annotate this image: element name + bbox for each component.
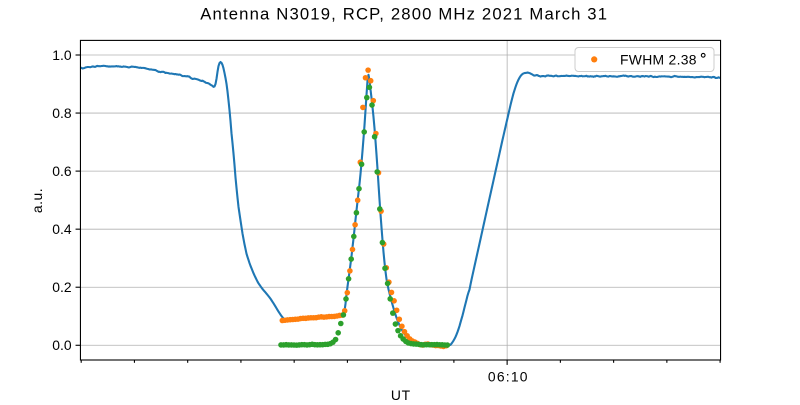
- svg-text:UT: UT: [391, 387, 411, 400]
- svg-text:0.8: 0.8: [52, 105, 72, 121]
- svg-text:0.6: 0.6: [52, 163, 72, 179]
- svg-text:FWHM 2.38: FWHM 2.38: [620, 51, 697, 67]
- svg-text:06:10: 06:10: [488, 368, 529, 384]
- svg-text:a.u.: a.u.: [29, 188, 45, 213]
- svg-text:0.4: 0.4: [52, 221, 72, 237]
- svg-text:Antenna N3019, RCP, 2800 MHz 2: Antenna N3019, RCP, 2800 MHz 2021 March …: [200, 5, 608, 24]
- svg-text:0.2: 0.2: [52, 279, 72, 295]
- svg-text:0.0: 0.0: [52, 337, 72, 353]
- svg-text:1.0: 1.0: [52, 47, 72, 63]
